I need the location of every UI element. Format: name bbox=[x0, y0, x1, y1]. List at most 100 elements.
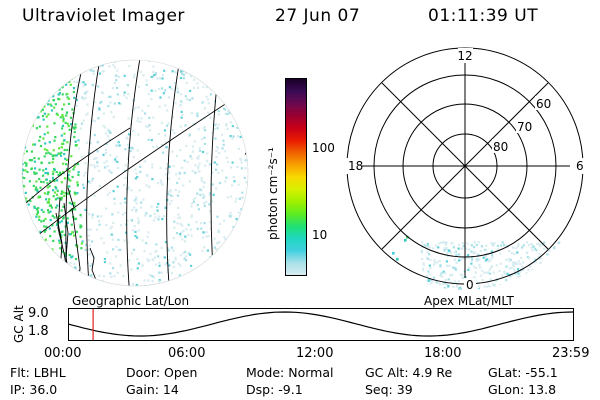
emission-pixel bbox=[82, 174, 86, 177]
emission-pixel bbox=[199, 193, 202, 196]
emission-pixel bbox=[201, 101, 204, 104]
emission-pixel bbox=[516, 296, 518, 297]
emission-pixel bbox=[149, 214, 152, 217]
emission-pixel bbox=[233, 256, 237, 259]
emission-pixel bbox=[546, 248, 549, 251]
emission-pixel bbox=[526, 251, 529, 254]
emission-pixel bbox=[559, 293, 561, 295]
emission-pixel bbox=[487, 284, 490, 288]
emission-pixel bbox=[225, 74, 229, 77]
emission-pixel bbox=[568, 266, 571, 269]
emission-pixel bbox=[243, 176, 246, 180]
emission-pixel bbox=[35, 172, 38, 175]
emission-pixel bbox=[89, 264, 92, 267]
emission-pixel bbox=[57, 97, 60, 101]
emission-pixel bbox=[54, 66, 57, 69]
emission-pixel bbox=[575, 275, 579, 278]
emission-pixel bbox=[241, 110, 244, 113]
emission-pixel bbox=[62, 115, 65, 118]
emission-pixel bbox=[158, 88, 161, 91]
emission-pixel bbox=[243, 108, 246, 111]
emission-pixel bbox=[570, 251, 574, 254]
emission-pixel bbox=[228, 214, 231, 218]
emission-pixel bbox=[207, 98, 210, 101]
emission-pixel bbox=[84, 92, 87, 95]
emission-pixel bbox=[404, 239, 407, 242]
emission-pixel bbox=[105, 142, 108, 146]
emission-pixel bbox=[571, 246, 574, 249]
emission-pixel bbox=[194, 164, 197, 167]
emission-pixel bbox=[202, 185, 205, 188]
emission-pixel bbox=[511, 289, 515, 290]
emission-pixel bbox=[481, 269, 484, 272]
emission-pixel bbox=[212, 72, 215, 76]
emission-pixel bbox=[52, 157, 55, 161]
emission-pixel bbox=[459, 273, 462, 276]
emission-pixel bbox=[199, 188, 202, 191]
emission-pixel bbox=[62, 217, 65, 220]
emission-pixel bbox=[39, 135, 42, 138]
emission-pixel bbox=[118, 102, 121, 105]
emission-pixel bbox=[157, 255, 160, 258]
emission-pixel bbox=[467, 257, 470, 260]
emission-pixel bbox=[423, 284, 426, 287]
emission-pixel bbox=[486, 286, 489, 289]
emission-pixel bbox=[231, 161, 234, 164]
emission-pixel bbox=[174, 258, 177, 261]
emission-pixel bbox=[28, 265, 31, 268]
emission-pixel bbox=[116, 185, 119, 188]
emission-pixel bbox=[36, 255, 39, 258]
emission-pixel bbox=[525, 272, 528, 275]
emission-pixel bbox=[85, 141, 88, 144]
emission-pixel bbox=[96, 150, 99, 153]
emission-pixel bbox=[154, 73, 157, 76]
emission-pixel bbox=[501, 274, 504, 277]
emission-pixel bbox=[578, 270, 581, 273]
emission-pixel bbox=[27, 86, 30, 89]
emission-pixel bbox=[475, 243, 478, 246]
emission-pixel bbox=[60, 220, 63, 223]
emission-pixel bbox=[427, 253, 431, 256]
emission-pixel bbox=[505, 259, 508, 262]
emission-pixel bbox=[241, 191, 244, 194]
emission-pixel bbox=[157, 182, 160, 185]
emission-pixel bbox=[239, 157, 242, 160]
emission-pixel bbox=[553, 247, 556, 250]
emission-pixel bbox=[217, 77, 220, 80]
emission-pixel bbox=[111, 238, 115, 241]
emission-pixel bbox=[518, 295, 520, 296]
emission-pixel bbox=[175, 232, 179, 235]
emission-pixel bbox=[69, 72, 72, 75]
emission-pixel bbox=[245, 106, 248, 109]
emission-pixel bbox=[42, 219, 45, 222]
emission-pixel bbox=[475, 259, 478, 262]
geographic-map: , bbox=[21, 59, 249, 287]
emission-pixel bbox=[542, 288, 545, 290]
emission-pixel bbox=[560, 280, 563, 283]
emission-pixel bbox=[135, 202, 138, 205]
emission-pixel bbox=[187, 274, 190, 277]
emission-pixel bbox=[427, 279, 430, 283]
emission-pixel bbox=[46, 192, 49, 196]
emission-pixel bbox=[112, 248, 115, 251]
emission-pixel bbox=[118, 144, 121, 147]
emission-pixel bbox=[115, 245, 118, 248]
emission-pixel bbox=[236, 135, 239, 138]
emission-pixel bbox=[69, 63, 72, 66]
emission-pixel bbox=[246, 142, 248, 145]
emission-pixel bbox=[134, 230, 137, 233]
emission-pixel bbox=[134, 106, 137, 110]
emission-pixel bbox=[247, 202, 248, 205]
emission-pixel bbox=[451, 273, 454, 276]
emission-pixel bbox=[72, 234, 76, 237]
emission-pixel bbox=[517, 245, 520, 248]
emission-pixel bbox=[114, 158, 117, 161]
emission-pixel bbox=[54, 206, 58, 209]
emission-pixel bbox=[233, 269, 236, 272]
emission-pixel bbox=[28, 224, 31, 227]
emission-pixel bbox=[576, 266, 579, 269]
glon-info: GLon: 13.8 bbox=[488, 382, 557, 397]
emission-pixel bbox=[196, 112, 199, 115]
emission-pixel bbox=[199, 282, 202, 285]
emission-pixel bbox=[245, 134, 248, 137]
